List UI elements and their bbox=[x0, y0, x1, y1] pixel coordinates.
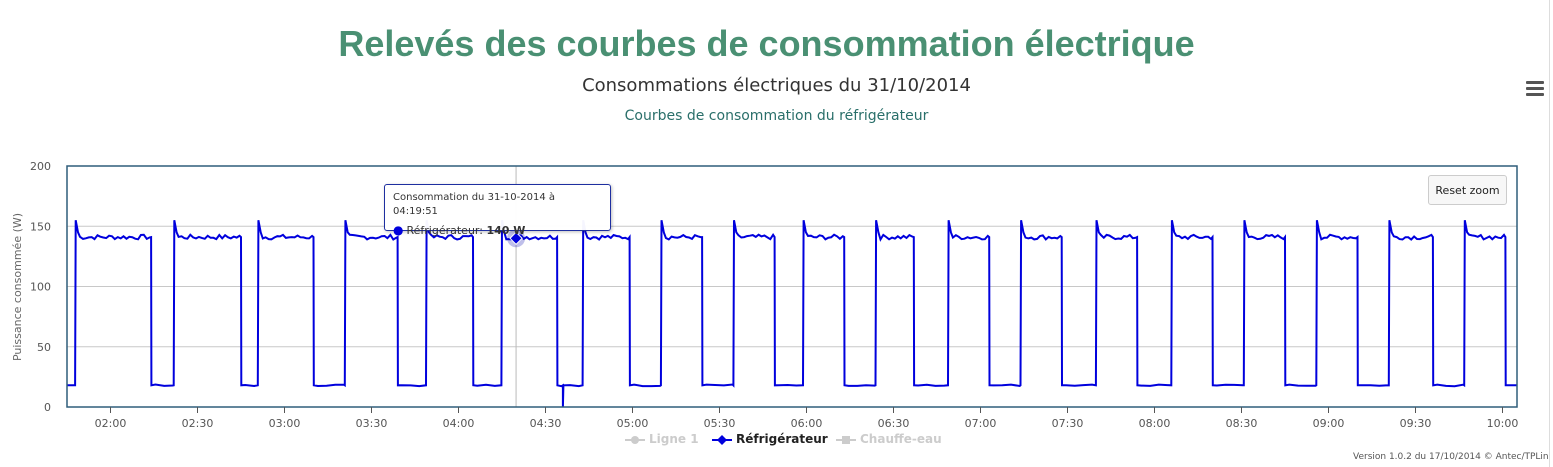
chart-subtitle: Courbes de consommation du réfrigérateur bbox=[624, 108, 929, 124]
hover-markers bbox=[507, 229, 526, 248]
tooltip-series-label: Réfrigérateur: bbox=[406, 224, 483, 237]
y-axis-label: Puissance consommée (W) bbox=[11, 213, 24, 361]
version-info: Version 1.0.2 du 17/10/2014 © Antec/TPLi… bbox=[1353, 452, 1549, 462]
tooltip: Consommation du 31-10-2014 à 04:19:51 ● R… bbox=[384, 184, 611, 237]
y-tick-label: 100 bbox=[30, 281, 51, 294]
x-tick-label: 10:00 bbox=[1487, 417, 1519, 430]
x-tick-label: 03:30 bbox=[356, 417, 388, 430]
x-tick-label: 08:30 bbox=[1226, 417, 1258, 430]
x-tick-label: 05:00 bbox=[617, 417, 649, 430]
x-tick-label: 05:30 bbox=[704, 417, 736, 430]
x-tick-label: 02:00 bbox=[95, 417, 127, 430]
x-tick-label: 09:00 bbox=[1313, 417, 1345, 430]
x-tick-label: 04:30 bbox=[530, 417, 562, 430]
x-axis-ticks: 02:00 02:30 03:00 03:30 04:00 04:30 05:00 05:30… bbox=[95, 407, 1519, 430]
y-axis-ticks: 0 50 100 150 200 bbox=[30, 160, 51, 414]
x-tick-label: 06:00 bbox=[791, 417, 823, 430]
legend-symbol-diamond-icon bbox=[712, 435, 732, 445]
legend-symbol-square-icon bbox=[836, 436, 856, 444]
x-tick-label: 06:30 bbox=[878, 417, 910, 430]
legend-symbol-circle-icon bbox=[625, 436, 645, 444]
x-tick-label: 03:00 bbox=[269, 417, 301, 430]
y-tick-label: 150 bbox=[30, 220, 51, 233]
x-tick-label: 02:30 bbox=[182, 417, 214, 430]
x-tick-label: 07:30 bbox=[1052, 417, 1084, 430]
y-tick-label: 50 bbox=[37, 341, 51, 354]
legend-label: Ligne 1 bbox=[649, 432, 699, 446]
x-tick-label: 04:00 bbox=[443, 417, 475, 430]
series-line-refrigerateur bbox=[67, 220, 1517, 408]
reset-zoom-button[interactable]: Reset zoom bbox=[1428, 175, 1507, 205]
grid-lines bbox=[67, 165, 1517, 408]
y-tick-label: 200 bbox=[30, 160, 51, 173]
series-dot-icon: ● bbox=[393, 223, 404, 237]
legend-label: Chauffe-eau bbox=[860, 432, 942, 446]
x-tick-label: 09:30 bbox=[1400, 417, 1432, 430]
x-tick-label: 08:00 bbox=[1139, 417, 1171, 430]
hamburger-menu-icon[interactable] bbox=[1526, 81, 1544, 97]
legend-label: Réfrigérateur bbox=[736, 432, 828, 446]
chart-title: Consommations électriques du 31/10/2014 bbox=[582, 75, 971, 96]
y-tick-label: 0 bbox=[44, 401, 51, 414]
page-title: Relevés des courbes de consommation élec… bbox=[338, 23, 1195, 64]
scrollbar-track[interactable] bbox=[1549, 0, 1550, 467]
x-tick-label: 07:00 bbox=[965, 417, 997, 430]
series-lines bbox=[67, 220, 1517, 408]
tooltip-value: 140 W bbox=[486, 224, 526, 237]
plot-border bbox=[66, 165, 1518, 408]
tooltip-header: Consommation du 31-10-2014 à 04:19:51 bbox=[393, 192, 555, 217]
hover-point bbox=[509, 231, 523, 246]
tooltip-row: ● Réfrigérateur: 140 W bbox=[393, 221, 602, 240]
